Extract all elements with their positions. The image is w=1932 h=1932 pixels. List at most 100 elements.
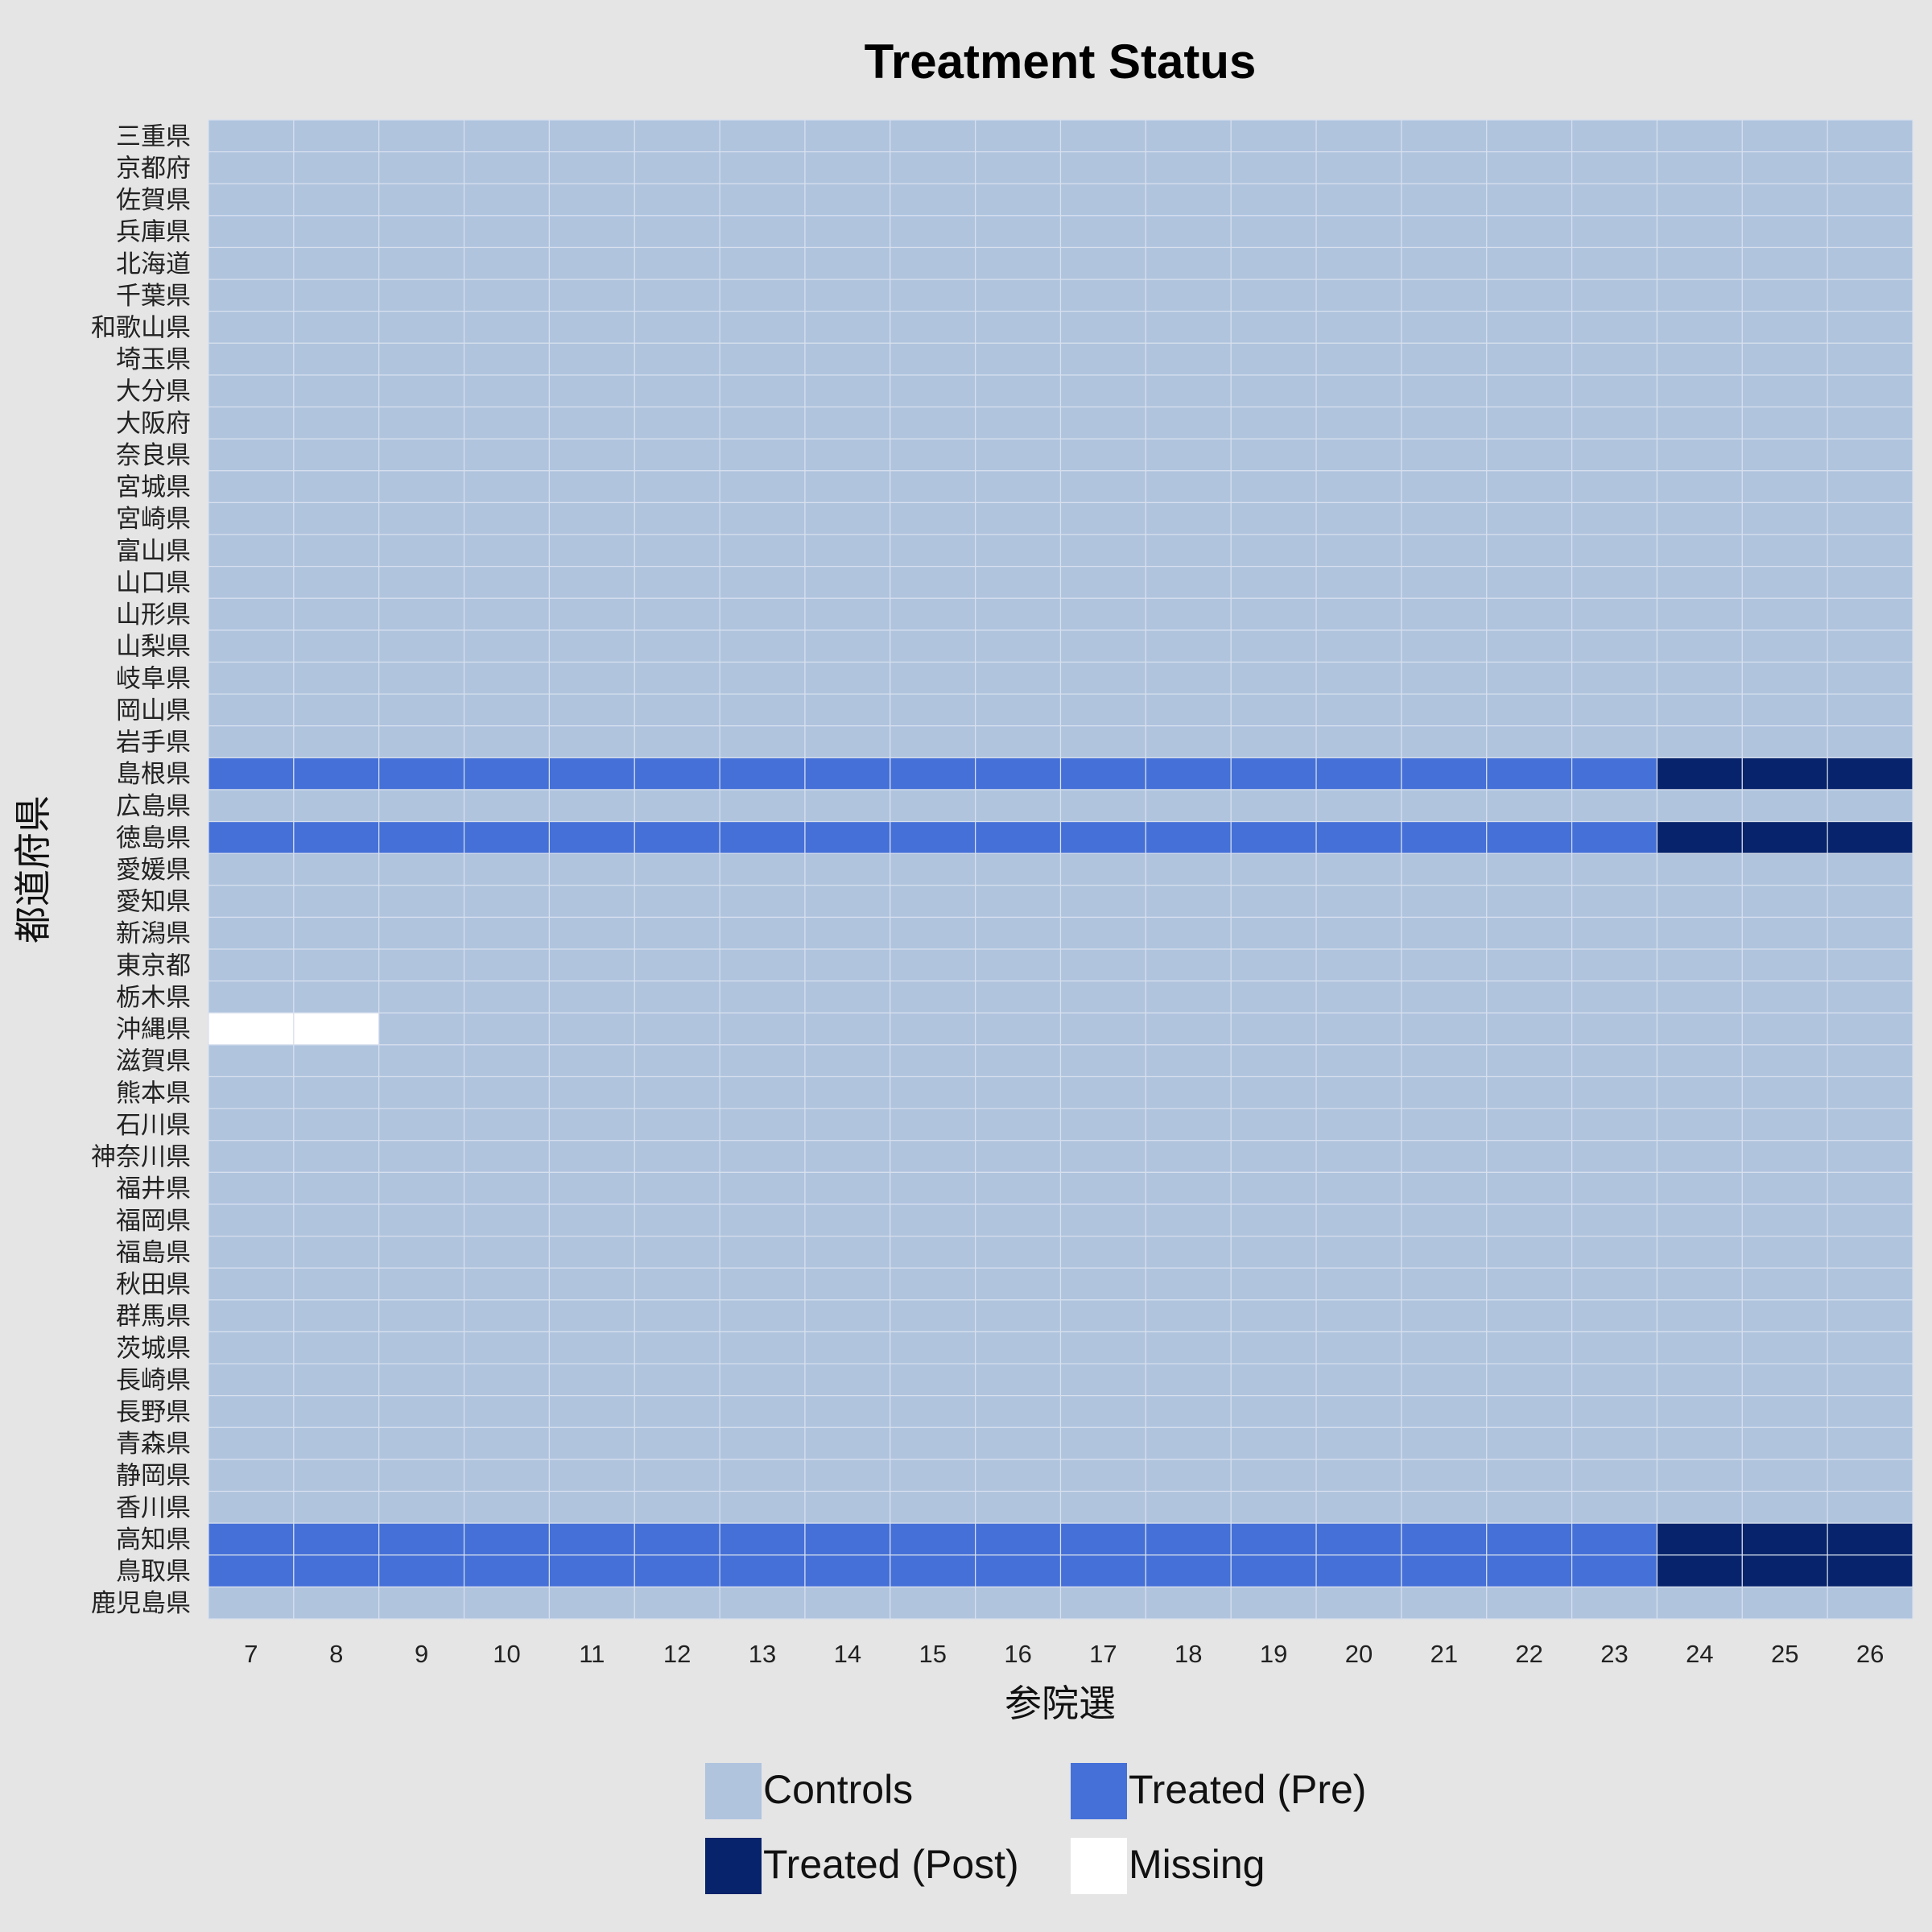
heatmap-cell-control — [1571, 1395, 1658, 1428]
heatmap-cell-control — [378, 1459, 465, 1492]
y-tick-label: 富山県 — [116, 537, 191, 566]
heatmap-cell-control — [1230, 406, 1317, 440]
heatmap-cell-control — [890, 342, 976, 376]
heatmap-cell-control — [804, 1235, 891, 1269]
heatmap-cell-control — [1571, 119, 1658, 153]
heatmap-cell-control — [208, 725, 295, 758]
y-tick-label: 宮城県 — [116, 473, 191, 502]
heatmap-cell-control — [1401, 566, 1488, 599]
heatmap-cell-control — [1059, 1363, 1146, 1397]
heatmap-cell-control — [293, 1395, 380, 1428]
heatmap-cell-control — [634, 470, 720, 504]
heatmap-cell-control — [208, 852, 295, 886]
heatmap-cell-control — [1401, 119, 1488, 153]
heatmap-cell-control — [634, 948, 720, 982]
heatmap-cell-control — [378, 885, 465, 919]
heatmap-cell-control — [975, 215, 1062, 249]
heatmap-cell-control — [293, 630, 380, 663]
heatmap-cell-control — [548, 374, 635, 408]
heatmap-cell-control — [1059, 566, 1146, 599]
heatmap-cell-control — [1315, 1171, 1402, 1205]
heatmap-cell-control — [463, 725, 550, 758]
heatmap-cell-control — [1059, 502, 1146, 535]
heatmap-cell-control — [378, 1586, 465, 1620]
heatmap-cell-control — [1656, 502, 1743, 535]
heatmap-cell-control — [463, 438, 550, 472]
heatmap-cell-control — [1059, 1012, 1146, 1046]
heatmap-cell-control — [548, 1267, 635, 1301]
heatmap-cell-control — [1145, 1012, 1232, 1046]
heatmap-cell-control — [463, 279, 550, 312]
heatmap-cell-control — [890, 630, 976, 663]
heatmap-cell-control — [975, 1075, 1062, 1109]
heatmap-cell-control — [548, 630, 635, 663]
heatmap-cell-control — [634, 119, 720, 153]
heatmap-cell-control — [378, 279, 465, 312]
heatmap-cell-post — [1827, 1522, 1913, 1556]
y-tick-label: 岩手県 — [116, 729, 191, 758]
heatmap-cell-control — [1741, 1140, 1828, 1173]
heatmap-cell-control — [1656, 1299, 1743, 1333]
heatmap-cell-control — [975, 566, 1062, 599]
heatmap-cell-control — [548, 502, 635, 535]
heatmap-cell-control — [208, 1331, 295, 1364]
heatmap-cell-control — [1230, 246, 1317, 280]
heatmap-cell-pre — [1401, 757, 1488, 791]
heatmap-cell-control — [1145, 470, 1232, 504]
heatmap-cell-control — [463, 1140, 550, 1173]
heatmap-cell-control — [1315, 502, 1402, 535]
y-tick-label: 滋賀県 — [116, 1047, 191, 1076]
heatmap-cell-control — [378, 1299, 465, 1333]
heatmap-cell-control — [1656, 1235, 1743, 1269]
heatmap-cell-control — [1741, 470, 1828, 504]
heatmap-cell-control — [1827, 1108, 1913, 1141]
heatmap-cell-control — [1571, 534, 1658, 568]
heatmap-cell-control — [634, 1395, 720, 1428]
heatmap-cell-control — [1401, 1490, 1488, 1524]
heatmap-cell-control — [890, 948, 976, 982]
heatmap-cell-control — [1656, 311, 1743, 344]
heatmap-cell-control — [1145, 1459, 1232, 1492]
heatmap-cell-control — [634, 566, 720, 599]
x-tick-label: 22 — [1515, 1640, 1542, 1668]
heatmap-cell-control — [1315, 597, 1402, 631]
heatmap-cell-control — [1827, 1044, 1913, 1078]
heatmap-cell-control — [1230, 1108, 1317, 1141]
y-tick-label: 山形県 — [116, 601, 191, 630]
heatmap-cell-control — [1486, 374, 1573, 408]
heatmap-cell-pre — [378, 1522, 465, 1556]
heatmap-cell-control — [719, 246, 806, 280]
heatmap-cell-control — [890, 693, 976, 727]
heatmap-cell-control — [1656, 246, 1743, 280]
heatmap-cell-control — [1741, 279, 1828, 312]
heatmap-cell-control — [1486, 1586, 1573, 1620]
heatmap-cell-control — [1571, 1044, 1658, 1078]
heatmap-cell-control — [1656, 597, 1743, 631]
heatmap-cell-control — [548, 1331, 635, 1364]
heatmap-cell-control — [293, 183, 380, 217]
heatmap-cell-control — [1059, 151, 1146, 184]
heatmap-cell-control — [719, 438, 806, 472]
heatmap-cell-control — [890, 1490, 976, 1524]
heatmap-cell-control — [1656, 279, 1743, 312]
y-tick-label: 愛知県 — [116, 888, 191, 917]
heatmap-cell-pre — [1145, 1522, 1232, 1556]
heatmap-cell-control — [890, 980, 976, 1013]
heatmap-cell-control — [1656, 1490, 1743, 1524]
heatmap-cell-control — [890, 279, 976, 312]
heatmap-cell-control — [975, 1395, 1062, 1428]
heatmap-cell-control — [1741, 374, 1828, 408]
heatmap-cell-control — [634, 1426, 720, 1460]
heatmap-cell-control — [890, 1459, 976, 1492]
heatmap-cell-control — [293, 470, 380, 504]
heatmap-cell-control — [208, 151, 295, 184]
heatmap-cell-control — [975, 1108, 1062, 1141]
heatmap-cell-control — [1315, 630, 1402, 663]
heatmap-cell-control — [1656, 693, 1743, 727]
heatmap-cell-control — [1741, 1490, 1828, 1524]
heatmap-cell-control — [293, 1108, 380, 1141]
heatmap-cell-control — [463, 597, 550, 631]
heatmap-cell-missing — [293, 1012, 380, 1046]
heatmap-cell-control — [634, 1363, 720, 1397]
heatmap-cell-control — [208, 1044, 295, 1078]
